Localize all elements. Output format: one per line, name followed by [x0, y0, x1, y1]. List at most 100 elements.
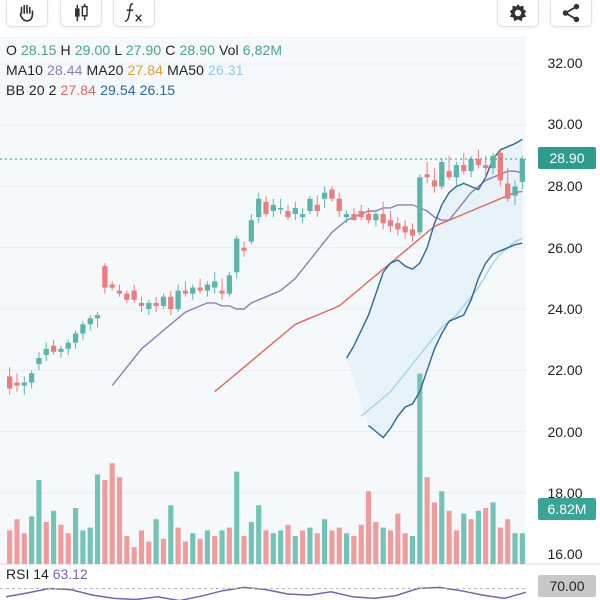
settings-button[interactable] [497, 0, 539, 27]
ma50-label: MA50 [167, 62, 205, 78]
candle-body [28, 373, 35, 383]
current-price-badge: 28.90 [538, 147, 596, 169]
volume-bar [431, 502, 438, 564]
candle-body [138, 302, 145, 306]
volume-bar [365, 491, 372, 564]
candle-body [475, 158, 482, 166]
y-axis-label: 22.00 [547, 362, 583, 378]
volume-bar [329, 530, 335, 564]
candle-body [58, 348, 64, 352]
volume-bar [322, 519, 328, 564]
candle-body [241, 247, 247, 251]
volume-bar [116, 477, 123, 564]
volume-bar [204, 530, 210, 564]
toolbar [0, 0, 600, 30]
candle-body [314, 204, 320, 211]
rsi-value: 63.12 [52, 566, 88, 582]
candle-body [299, 214, 306, 218]
volume-bar [94, 474, 101, 564]
candle-body [7, 376, 13, 389]
volume-bar [21, 533, 27, 564]
bb-label: BB 20 2 [6, 82, 57, 98]
volume-bar [197, 538, 203, 564]
ma20-line [214, 190, 523, 393]
candle-body [21, 382, 27, 386]
candle-body [402, 226, 408, 233]
volume-bar [248, 522, 254, 564]
volume-bar [395, 513, 401, 564]
ma50-line [360, 237, 523, 417]
volume-bar [241, 536, 247, 564]
candle-body [373, 214, 379, 221]
ma10-label: MA10 [6, 62, 43, 78]
volume-bar [14, 519, 20, 564]
candle-body [131, 290, 137, 300]
candle-body [519, 158, 525, 182]
candlestick-icon [75, 3, 88, 22]
volume-bar [417, 373, 423, 564]
volume-bar [285, 524, 291, 564]
volume-bar [336, 527, 342, 564]
volume-bar [519, 533, 525, 564]
volume-bar [153, 519, 159, 564]
candle-body [153, 302, 159, 306]
low-label: L [114, 42, 122, 58]
candle-body [468, 158, 474, 172]
volume-bar [58, 524, 64, 564]
volume-bar [212, 536, 218, 564]
price-chart[interactable] [0, 36, 600, 600]
bb-mid-value: 27.84 [60, 82, 97, 98]
candle-body [94, 315, 101, 319]
volume-bar [468, 519, 474, 564]
y-axis-label: 18.00 [547, 485, 583, 501]
candle-body [446, 171, 452, 178]
volume-bar [402, 533, 408, 564]
candle-body [285, 211, 291, 218]
candle-body [409, 229, 416, 236]
candle-body [329, 189, 335, 199]
volume-bar [80, 530, 86, 564]
close-value: 28.90 [179, 42, 215, 58]
candle-body [424, 174, 430, 178]
candle-body [43, 348, 49, 355]
rsi-level-badge: 70.00 [538, 575, 596, 597]
candle-body [204, 284, 211, 291]
candle-body [453, 165, 460, 178]
bb-lower-value: 26.15 [139, 82, 176, 98]
volume-bar [190, 533, 196, 564]
function-icon [124, 3, 142, 22]
candle-body [505, 183, 511, 199]
ma10-value: 28.44 [46, 62, 83, 78]
share-icon [562, 3, 580, 23]
candle-body [50, 345, 57, 352]
volume-bar [234, 471, 240, 564]
rsi-label: RSI 14 [6, 566, 49, 582]
volume-bar [461, 513, 467, 564]
candle-body [278, 207, 284, 210]
ma20-value: 27.84 [127, 62, 164, 78]
volume-bar [219, 530, 225, 564]
share-button[interactable] [550, 0, 592, 27]
volume-bar [36, 480, 42, 564]
candle-body [36, 358, 42, 365]
y-axis-label: 32.00 [547, 55, 583, 71]
candle-body [483, 165, 489, 169]
volume-bar [380, 527, 386, 564]
indicators-button[interactable] [113, 0, 155, 27]
volume-bar [87, 527, 93, 564]
chart-type-button[interactable] [60, 0, 102, 27]
volume-bar [175, 527, 181, 564]
volume-bar [131, 547, 137, 564]
ma50-value: 26.31 [208, 62, 244, 78]
volume-bar [168, 505, 174, 564]
volume-bar [512, 533, 518, 564]
hand-tool-button[interactable] [6, 0, 48, 27]
candle-body [212, 281, 218, 288]
volume-bar [453, 530, 459, 564]
volume-bar [300, 530, 306, 564]
candle-body [263, 201, 269, 215]
candle-body [512, 186, 518, 196]
volume-bar [7, 530, 13, 564]
candle-body [197, 287, 203, 291]
volume-bar [307, 527, 313, 564]
